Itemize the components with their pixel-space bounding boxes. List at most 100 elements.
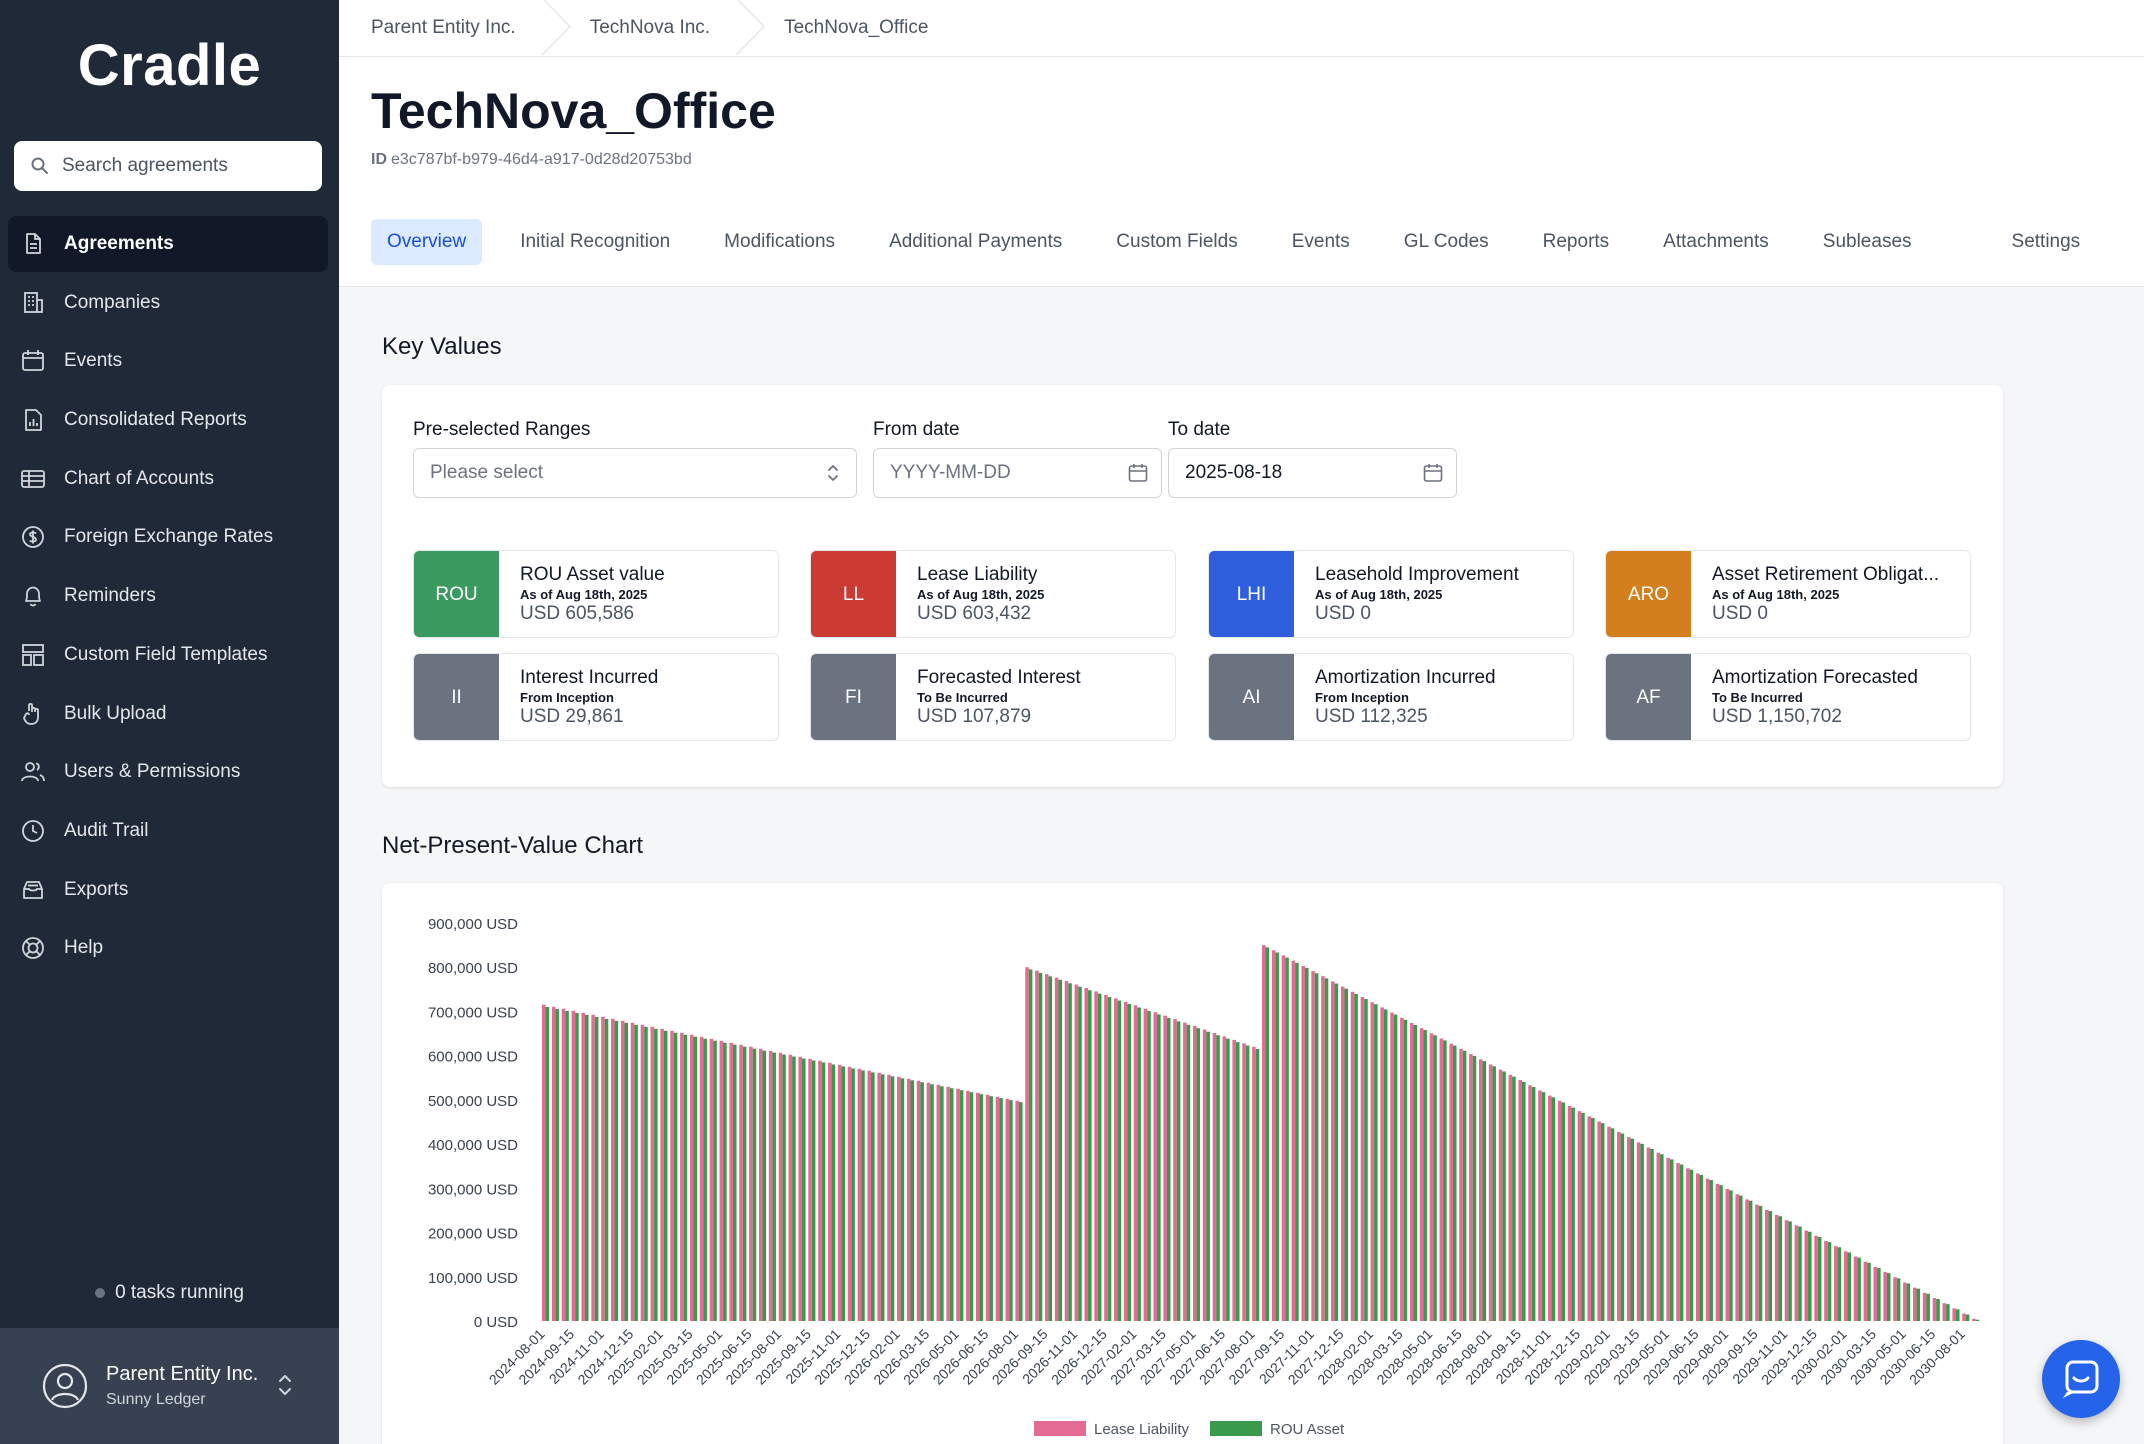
bar-rou-asset [624,1022,629,1321]
from-date-label: From date [873,419,960,440]
bar-lease-liability [916,1080,921,1321]
bar-rou-asset [1561,1102,1565,1321]
search-input[interactable] [62,155,302,177]
sidebar-item-chart-of-accounts[interactable]: Chart of Accounts [8,451,328,507]
bar-lease-liability [926,1082,931,1321]
bar-lease-liability [1824,1240,1828,1321]
bar-rou-asset [979,1094,984,1321]
bar-lease-liability [571,1010,576,1321]
sidebar-item-audit-trail[interactable]: Audit Trail [8,803,328,859]
bar-lease-liability [828,1062,832,1321]
bar-lease-liability [1311,971,1315,1321]
breadcrumb-item[interactable]: Parent Entity Inc. [371,0,590,55]
y-tick-label: 900,000 USD [428,916,518,933]
calendar-icon[interactable] [1127,462,1149,484]
tab-settings[interactable]: Settings [2011,231,2081,252]
bar-rou-asset [1778,1216,1782,1321]
to-date-value: 2025-08-18 [1185,462,1283,483]
bar-lease-liability [1045,974,1049,1321]
app-logo[interactable]: Cradle [77,33,262,98]
sidebar-item-reminders[interactable]: Reminders [8,568,328,624]
y-tick-label: 100,000 USD [428,1270,518,1287]
sidebar-item-foreign-exchange-rates[interactable]: Foreign Exchange Rates [8,509,328,565]
search-box[interactable] [14,141,322,191]
bar-lease-liability [1686,1168,1690,1321]
bar-lease-liability [1202,1029,1207,1321]
breadcrumb-separator-icon [735,0,766,55]
sidebar-item-help[interactable]: Help [8,920,328,976]
bar-rou-asset [1660,1154,1664,1321]
user-org: Parent Entity Inc. [106,1363,259,1385]
sidebar-item-label: Reminders [64,585,156,607]
bar-rou-asset [801,1058,806,1321]
bar-lease-liability [1488,1064,1493,1321]
sidebar-item-agreements[interactable]: Agreements [8,216,328,272]
bar-rou-asset [1788,1221,1792,1321]
bar-rou-asset [1886,1273,1891,1321]
tab-custom-fields[interactable]: Custom Fields [1116,231,1238,252]
sidebar-item-companies[interactable]: Companies [8,275,328,331]
bar-lease-liability [1903,1282,1907,1321]
sidebar-item-label: Companies [64,291,161,313]
bar-rou-asset [683,1034,688,1321]
bar-rou-asset [1226,1038,1230,1321]
bar-rou-asset [1650,1149,1654,1321]
bar-rou-asset [1926,1293,1930,1321]
sidebar-item-label: Exports [64,878,129,900]
bar-lease-liability [1834,1246,1838,1321]
tab-initial-recognition[interactable]: Initial Recognition [520,231,671,252]
tab-additional-payments[interactable]: Additional Payments [889,231,1063,252]
bar-lease-liability [857,1068,862,1321]
tab-subleases[interactable]: Subleases [1822,231,1912,252]
sidebar-item-events[interactable]: Events [8,333,328,389]
tab-modifications[interactable]: Modifications [724,231,836,252]
bar-lease-liability [946,1086,950,1321]
sidebar-item-consolidated-reports[interactable]: Consolidated Reports [8,392,328,448]
tab-events[interactable]: Events [1291,231,1350,252]
tasks-label: 0 tasks running [115,1282,244,1303]
bar-lease-liability [768,1050,773,1321]
bar-lease-liability [670,1030,674,1321]
key-values-title: Key Values [382,333,502,360]
sidebar-item-label: Audit Trail [64,819,149,841]
npv-chart: 900,000 USD 800,000 USD 700,000 USD 600,000… [428,916,1980,1438]
help-chat-button[interactable] [2042,1340,2120,1418]
bar-lease-liability [1567,1106,1572,1321]
bar-rou-asset [1364,999,1368,1321]
bar-rou-asset [545,1007,550,1321]
bar-lease-liability [1429,1033,1434,1321]
sidebar-item-users-and-permissions[interactable]: Users & Permissions [8,744,328,800]
calendar-icon[interactable] [1422,462,1444,484]
bar-rou-asset [1334,983,1339,1321]
range-select[interactable]: Please select [413,448,857,498]
bar-lease-liability [1015,1100,1019,1321]
upload-icon [23,702,39,725]
breadcrumb-item[interactable]: TechNova Inc. [590,0,784,55]
sidebar-item-custom-field-templates[interactable]: Custom Field Templates [8,627,328,683]
clock-icon [22,819,44,842]
tab-attachments[interactable]: Attachments [1663,231,1769,252]
bar-rou-asset [940,1086,944,1321]
to-date-input[interactable]: 2025-08-18 [1168,448,1457,498]
bar-rou-asset [1571,1107,1575,1321]
tab-gl-codes[interactable]: GL Codes [1403,231,1489,252]
key-value-card-ai: AI Amortization Incurred From Inception USD… [1208,653,1574,741]
tab-reports[interactable]: Reports [1542,231,1610,252]
bar-rou-asset [792,1056,796,1321]
bar-lease-liability [808,1058,812,1321]
breadcrumb-item[interactable]: TechNova_Office [784,17,1002,39]
bar-lease-liability [630,1022,635,1321]
tab-overview[interactable]: Overview [371,219,483,265]
sidebar-item-exports[interactable]: Exports [8,862,328,918]
bar-rou-asset [1847,1252,1852,1321]
sidebar-item-bulk-upload[interactable]: Bulk Upload [8,686,328,742]
sidebar-item-label: Custom Field Templates [64,643,268,665]
key-value-amount: USD 603,432 [917,603,1032,624]
bar-rou-asset [1492,1066,1496,1321]
bar-lease-liability [1400,1017,1404,1321]
from-date-input[interactable]: YYYY-MM-DD [873,448,1162,498]
bar-rou-asset [1719,1185,1723,1321]
user-switcher[interactable]: Parent Entity Inc. Sunny Ledger [0,1328,339,1444]
bar-rou-asset [1581,1112,1585,1321]
bar-rou-asset [811,1060,816,1321]
